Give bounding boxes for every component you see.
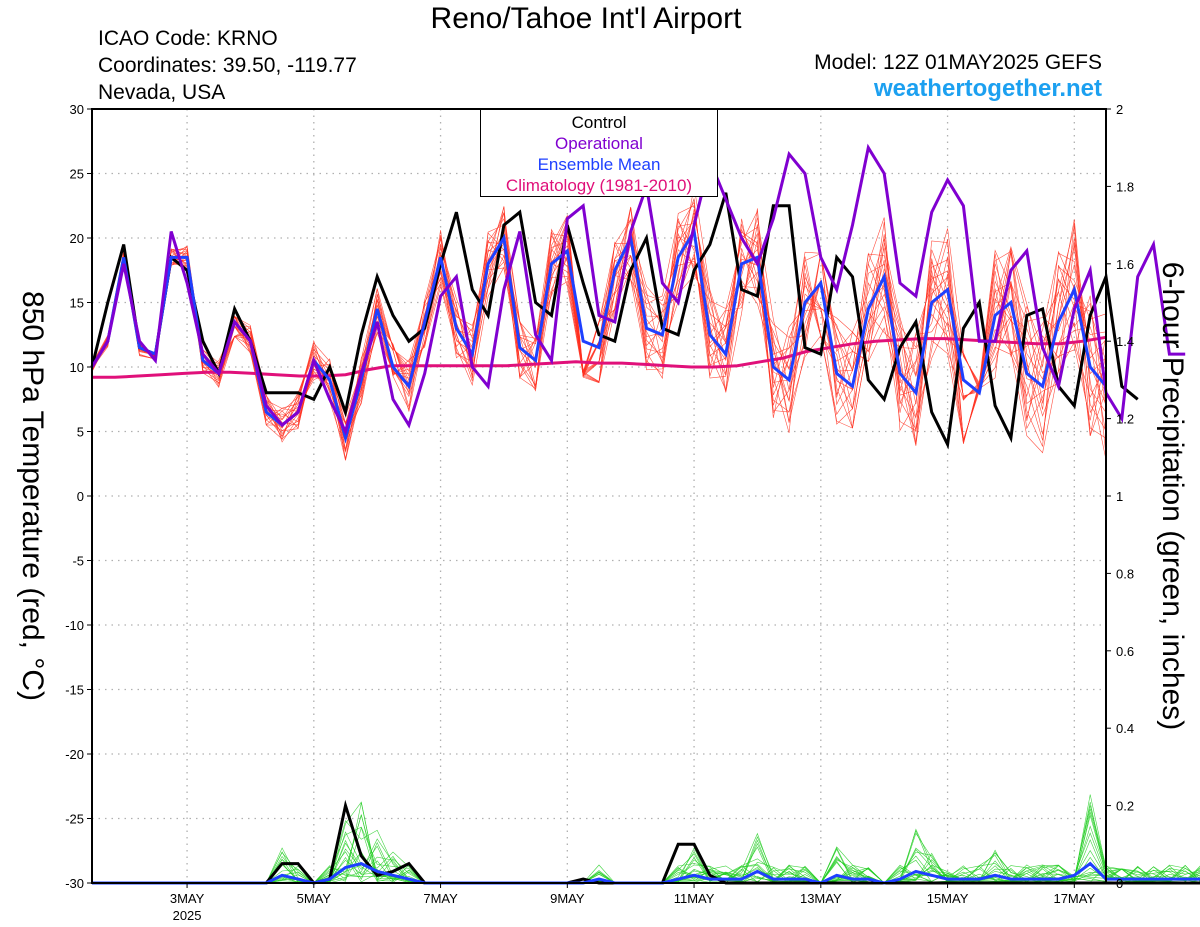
x-tick-label: 15MAY xyxy=(927,891,969,906)
precip-member-line xyxy=(92,826,1200,884)
y-left-tick-label: 30 xyxy=(70,102,84,117)
precip-member-line xyxy=(92,802,1200,884)
y-right-tick-label: 0.8 xyxy=(1116,566,1134,581)
y-left-tick-label: 15 xyxy=(70,296,84,311)
x-tick-label: 17MAY xyxy=(1053,891,1095,906)
y-left-tick-label: 20 xyxy=(70,231,84,246)
ensemble-mean-precip-line xyxy=(92,861,1200,885)
y-left-tick-label: -5 xyxy=(72,554,84,569)
y-left-tick-label: -10 xyxy=(65,618,84,633)
y-left-tick-label: 5 xyxy=(77,425,84,440)
x-tick-label: 11MAY xyxy=(674,891,715,906)
y-right-tick-label: 1.6 xyxy=(1116,257,1134,272)
precip-member-line xyxy=(92,801,1200,884)
legend: Control Operational Ensemble Mean Climat… xyxy=(480,109,718,197)
y-right-tick-label: 0.4 xyxy=(1116,721,1134,736)
legend-operational: Operational xyxy=(555,134,643,153)
precip-member-line xyxy=(92,801,1200,884)
precip-member-line xyxy=(92,851,1200,884)
y-left-tick-label: -20 xyxy=(65,747,84,762)
icao-code: ICAO Code: KRNO xyxy=(98,27,278,50)
legend-climatology: Climatology (1981-2010) xyxy=(505,176,693,195)
chart-title: Reno/Tahoe Int'l Airport xyxy=(430,2,742,35)
precip-member-line xyxy=(92,794,1200,884)
precip-member-line xyxy=(92,826,1200,884)
y-right-tick-label: 1 xyxy=(1116,489,1123,504)
y-right-tick-label: 0.6 xyxy=(1116,644,1134,659)
y-left-tick-label: 0 xyxy=(77,489,84,504)
x-tick-sublabel: 2025 xyxy=(173,908,202,923)
y-right-tick-label: 0 xyxy=(1116,876,1123,891)
y-left-tick-label: 25 xyxy=(70,167,84,182)
x-tick-label: 9MAY xyxy=(550,891,585,906)
precip-member-line xyxy=(92,808,1200,884)
precip-member-line xyxy=(92,814,1200,884)
precip-member-line xyxy=(92,812,1200,884)
coordinates: Coordinates: 39.50, -119.77 xyxy=(98,54,357,77)
x-tick-label: 7MAY xyxy=(423,891,458,906)
x-tick-label: 5MAY xyxy=(297,891,332,906)
operational-temp-line xyxy=(90,143,1186,436)
legend-ensemble-mean: Ensemble Mean xyxy=(537,155,661,174)
legend-control: Control xyxy=(571,113,627,132)
y-right-tick-label: 1.8 xyxy=(1116,179,1134,194)
y-left-tick-label: 10 xyxy=(70,360,84,375)
y-left-tick-label: -30 xyxy=(65,876,84,891)
y-right-tick-label: 1.4 xyxy=(1116,334,1134,349)
y-right-tick-label: 2 xyxy=(1116,102,1123,117)
control-temp-line xyxy=(90,192,1139,450)
y-axis-left-label: 850 hPa Temperature (red, °C) xyxy=(16,291,49,701)
region: Nevada, USA xyxy=(98,81,226,104)
y-right-tick-label: 1.2 xyxy=(1116,412,1134,427)
y-left-tick-label: -25 xyxy=(65,812,84,827)
x-tick-label: 3MAY xyxy=(170,891,205,906)
site-link[interactable]: weathertogether.net xyxy=(873,75,1102,102)
y-left-tick-label: -15 xyxy=(65,683,84,698)
y-axis-right-label: 6-hour Precipitation (green, inches) xyxy=(1156,261,1189,731)
precip-member-line xyxy=(92,814,1200,884)
model-run: Model: 12Z 01MAY2025 GEFS xyxy=(814,51,1102,74)
precip-member-line xyxy=(92,839,1200,884)
y-right-tick-label: 0.2 xyxy=(1116,799,1134,814)
x-tick-label: 13MAY xyxy=(800,891,842,906)
